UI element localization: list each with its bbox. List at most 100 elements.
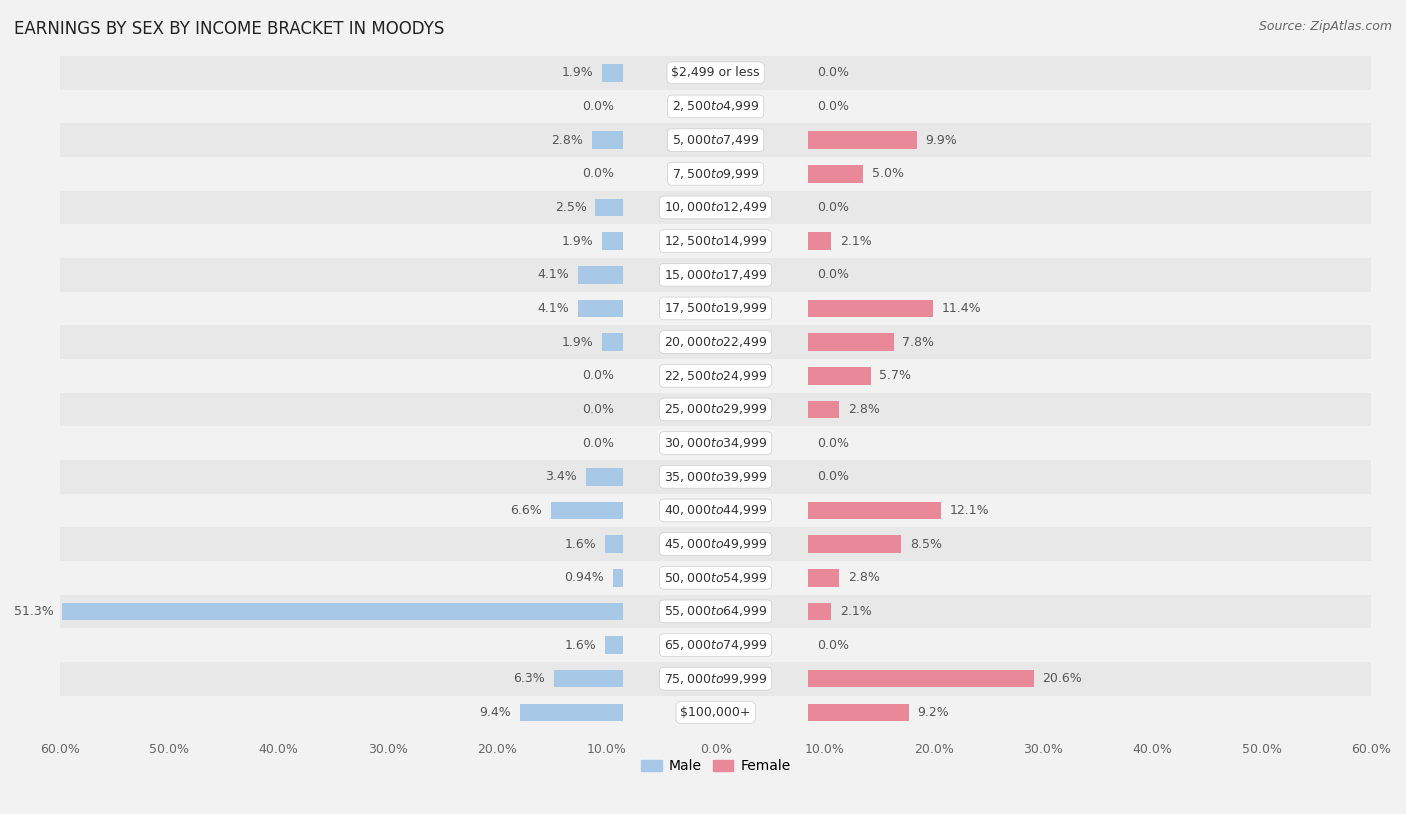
Text: $45,000 to $49,999: $45,000 to $49,999 — [664, 537, 768, 551]
Bar — [62, 602, 623, 620]
Text: 7.8%: 7.8% — [903, 335, 935, 348]
Text: Source: ZipAtlas.com: Source: ZipAtlas.com — [1258, 20, 1392, 33]
Bar — [554, 670, 623, 688]
Text: 0.0%: 0.0% — [817, 470, 849, 484]
Text: 1.9%: 1.9% — [561, 335, 593, 348]
Text: 0.0%: 0.0% — [582, 370, 614, 383]
Text: 6.6%: 6.6% — [510, 504, 541, 517]
Text: 2.1%: 2.1% — [841, 234, 872, 247]
Bar — [60, 628, 1371, 662]
Text: 2.8%: 2.8% — [551, 133, 583, 147]
Bar — [60, 190, 1371, 225]
Bar — [60, 123, 1371, 157]
Text: $75,000 to $99,999: $75,000 to $99,999 — [664, 672, 768, 685]
Text: 6.3%: 6.3% — [513, 672, 546, 685]
Bar — [60, 359, 1371, 392]
Text: 2.8%: 2.8% — [848, 403, 880, 416]
Text: 0.0%: 0.0% — [817, 638, 849, 651]
Text: 0.94%: 0.94% — [564, 571, 603, 584]
Bar — [808, 703, 910, 721]
Text: 0.0%: 0.0% — [582, 436, 614, 449]
Bar — [808, 165, 863, 182]
Bar — [60, 90, 1371, 123]
Text: 1.9%: 1.9% — [561, 234, 593, 247]
Bar — [60, 427, 1371, 460]
Bar — [586, 468, 623, 485]
Text: 2.1%: 2.1% — [841, 605, 872, 618]
Bar — [60, 527, 1371, 561]
Bar — [60, 696, 1371, 729]
Bar — [520, 703, 623, 721]
Text: $15,000 to $17,499: $15,000 to $17,499 — [664, 268, 768, 282]
Text: $22,500 to $24,999: $22,500 to $24,999 — [664, 369, 768, 383]
Bar — [808, 300, 934, 317]
Text: $2,500 to $4,999: $2,500 to $4,999 — [672, 99, 759, 113]
Bar — [578, 300, 623, 317]
Bar — [60, 460, 1371, 493]
Bar — [60, 56, 1371, 90]
Bar — [808, 131, 917, 149]
Bar — [808, 400, 839, 418]
Text: 4.1%: 4.1% — [537, 269, 569, 282]
Legend: Male, Female: Male, Female — [636, 754, 796, 779]
Text: $35,000 to $39,999: $35,000 to $39,999 — [664, 470, 768, 484]
Text: 4.1%: 4.1% — [537, 302, 569, 315]
Bar — [592, 131, 623, 149]
Text: $12,500 to $14,999: $12,500 to $14,999 — [664, 234, 768, 248]
Bar — [60, 662, 1371, 696]
Text: 2.8%: 2.8% — [848, 571, 880, 584]
Bar — [606, 637, 623, 654]
Text: 3.4%: 3.4% — [546, 470, 576, 484]
Bar — [60, 157, 1371, 190]
Bar — [606, 536, 623, 553]
Bar — [808, 334, 894, 351]
Text: 9.9%: 9.9% — [925, 133, 957, 147]
Text: 1.9%: 1.9% — [561, 66, 593, 79]
Bar — [596, 199, 623, 217]
Text: 5.7%: 5.7% — [880, 370, 911, 383]
Text: 1.6%: 1.6% — [565, 537, 596, 550]
Text: 8.5%: 8.5% — [910, 537, 942, 550]
Text: 0.0%: 0.0% — [817, 100, 849, 113]
Bar — [808, 501, 941, 519]
Text: $25,000 to $29,999: $25,000 to $29,999 — [664, 402, 768, 417]
Text: 12.1%: 12.1% — [949, 504, 988, 517]
Text: 20.6%: 20.6% — [1042, 672, 1083, 685]
Bar — [808, 536, 901, 553]
Text: 0.0%: 0.0% — [817, 201, 849, 214]
Text: 5.0%: 5.0% — [872, 168, 904, 180]
Bar — [602, 334, 623, 351]
Text: 9.4%: 9.4% — [479, 706, 512, 719]
Bar — [602, 232, 623, 250]
Text: $55,000 to $64,999: $55,000 to $64,999 — [664, 605, 768, 619]
Text: 0.0%: 0.0% — [817, 66, 849, 79]
Bar — [808, 670, 1033, 688]
Bar — [60, 594, 1371, 628]
Bar — [602, 64, 623, 81]
Text: 0.0%: 0.0% — [817, 269, 849, 282]
Text: 1.6%: 1.6% — [565, 638, 596, 651]
Text: 9.2%: 9.2% — [918, 706, 949, 719]
Bar — [808, 367, 870, 384]
Text: $2,499 or less: $2,499 or less — [672, 66, 759, 79]
Text: $50,000 to $54,999: $50,000 to $54,999 — [664, 571, 768, 584]
Bar — [578, 266, 623, 283]
Text: $17,500 to $19,999: $17,500 to $19,999 — [664, 301, 768, 316]
Text: 0.0%: 0.0% — [582, 100, 614, 113]
Text: 2.5%: 2.5% — [555, 201, 586, 214]
Bar — [60, 258, 1371, 291]
Text: 0.0%: 0.0% — [582, 403, 614, 416]
Text: 51.3%: 51.3% — [14, 605, 53, 618]
Text: $65,000 to $74,999: $65,000 to $74,999 — [664, 638, 768, 652]
Text: $40,000 to $44,999: $40,000 to $44,999 — [664, 503, 768, 518]
Bar — [551, 501, 623, 519]
Text: $10,000 to $12,499: $10,000 to $12,499 — [664, 200, 768, 214]
Text: 0.0%: 0.0% — [582, 168, 614, 180]
Bar — [60, 493, 1371, 527]
Bar — [60, 561, 1371, 594]
Text: $5,000 to $7,499: $5,000 to $7,499 — [672, 133, 759, 147]
Bar — [613, 569, 623, 587]
Bar — [60, 326, 1371, 359]
Bar — [60, 392, 1371, 427]
Text: $100,000+: $100,000+ — [681, 706, 751, 719]
